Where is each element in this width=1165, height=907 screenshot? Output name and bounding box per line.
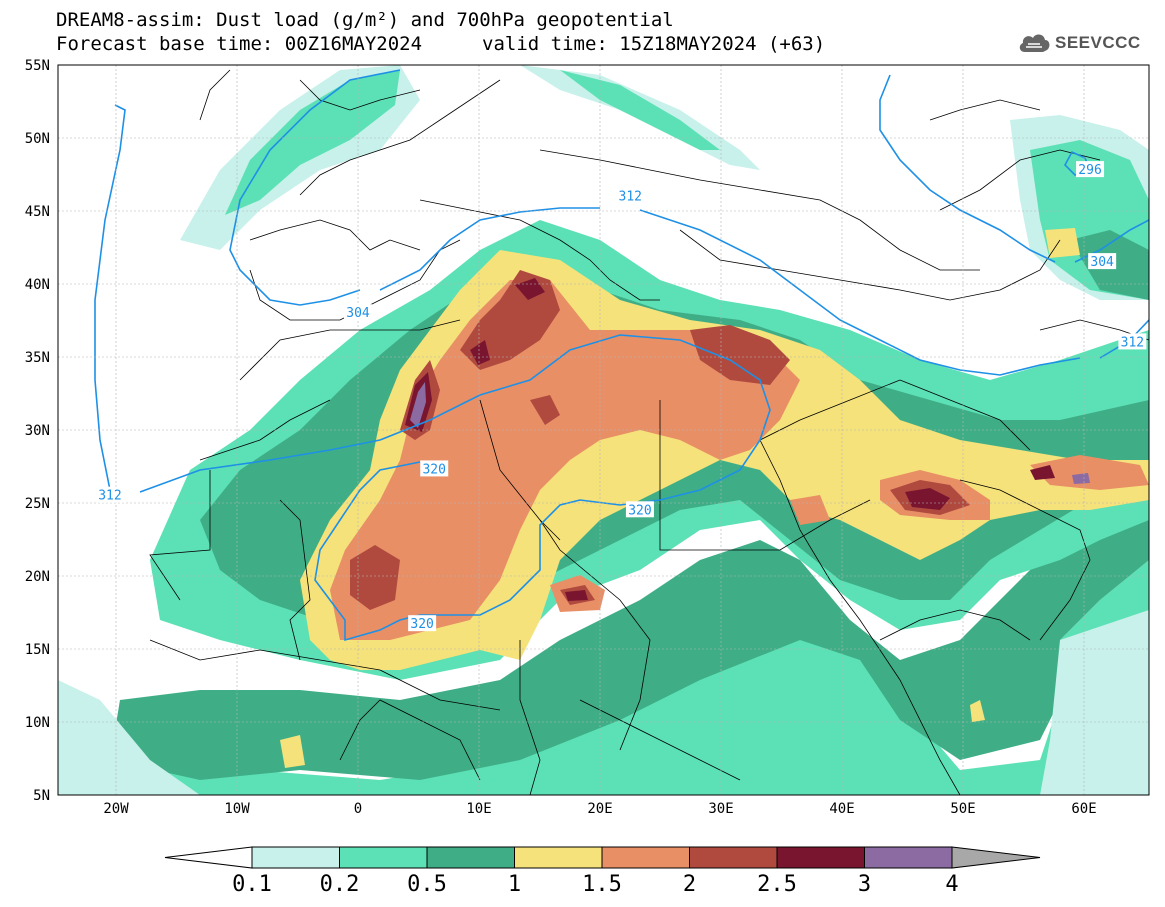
lat-label: 50N [25, 131, 50, 147]
colorbar-swatch [339, 846, 428, 869]
contour-label-bg [616, 187, 645, 204]
contour-label: 320 [628, 503, 651, 518]
colorbar-level-label: 0.2 [319, 872, 360, 897]
lon-label: 40E [829, 801, 854, 817]
geopotential-contours [94, 69, 1149, 642]
colorbar-swatch [251, 846, 340, 869]
lat-label: 35N [25, 350, 50, 366]
lat-label: 55N [25, 58, 50, 74]
colorbar-level-label: 0.1 [232, 872, 272, 897]
longitude-axis: 20W 10W 0 10E 20E 30E 40E 50E 60E [103, 801, 1096, 817]
lon-label: 10E [466, 801, 491, 817]
lon-label: 60E [1071, 801, 1096, 817]
lon-label: 20E [587, 801, 612, 817]
colorbar-level-label: 3 [857, 872, 872, 897]
lat-label: 20N [25, 569, 50, 585]
contour-label: 304 [346, 306, 370, 321]
contour-label: 320 [422, 462, 445, 477]
colorbar-level-label: 2 [682, 872, 697, 897]
colorbar-level-label: 0.5 [407, 872, 447, 897]
seevccc-logo: SEEVCCC [1017, 30, 1141, 56]
colorbar-swatch [776, 846, 865, 869]
colorbar-level-label: 1 [507, 872, 522, 897]
lat-label: 40N [25, 277, 50, 293]
colorbar-swatch [864, 846, 953, 869]
contour-label-bg [344, 304, 372, 321]
lon-label: 20W [103, 801, 129, 817]
forecast-base-time: Forecast base time: 00Z16MAY2024 [56, 33, 423, 55]
contour-label: 320 [410, 617, 433, 632]
lat-label: 45N [25, 204, 50, 220]
cloud-icon [1019, 34, 1050, 52]
contour-label-bg [1088, 253, 1117, 270]
lat-lon-grid [58, 65, 1149, 795]
contour-label-bg [1076, 161, 1105, 178]
lon-label: 30E [708, 801, 733, 817]
colorbar-level-label: 4 [945, 872, 959, 897]
contour-label: 312 [619, 189, 642, 204]
contour-label-bg [1118, 333, 1147, 350]
colorbar-level-label: 2.5 [757, 872, 797, 897]
contour-label-bg [420, 460, 449, 477]
lat-label: 5N [33, 788, 50, 804]
contour-label-layer: 312 304 312 296 304 312 320 320 320 [95, 161, 1147, 632]
contour-label-bg [95, 486, 124, 503]
lon-label: 10W [224, 801, 250, 817]
colorbar-swatch [689, 846, 778, 869]
lat-label: 10N [25, 715, 50, 731]
contour-label: 304 [1090, 255, 1114, 270]
map-title: DREAM8-assim: Dust load (g/m²) and 700hP… [56, 9, 674, 31]
colorbar-over-triangle [951, 846, 1041, 869]
lat-label: 15N [25, 642, 50, 658]
contour-label-bg [625, 501, 654, 518]
logo-text: SEEVCCC [1055, 33, 1141, 52]
contour-label: 312 [1121, 335, 1144, 350]
contour-label: 312 [98, 489, 121, 504]
colorbar-swatch [426, 846, 515, 869]
contour-label: 296 [1078, 163, 1101, 178]
colorbar-swatch [514, 846, 603, 869]
contour-label-bg [408, 615, 437, 632]
lat-label: 25N [25, 496, 50, 512]
lon-label: 0 [354, 801, 362, 817]
latitude-axis: 55N 50N 45N 40N 35N 30N 25N 20N 15N 10N … [25, 58, 50, 804]
colorbar-swatch [601, 846, 690, 869]
colorbar [164, 846, 1041, 869]
dust-field [58, 65, 1149, 795]
lat-label: 30N [25, 423, 50, 439]
colorbar-level-label: 1.5 [582, 872, 622, 897]
colorbar-under-triangle [164, 846, 253, 869]
valid-time: valid time: 15Z18MAY2024 (+63) [482, 33, 826, 55]
lon-label: 50E [950, 801, 975, 817]
